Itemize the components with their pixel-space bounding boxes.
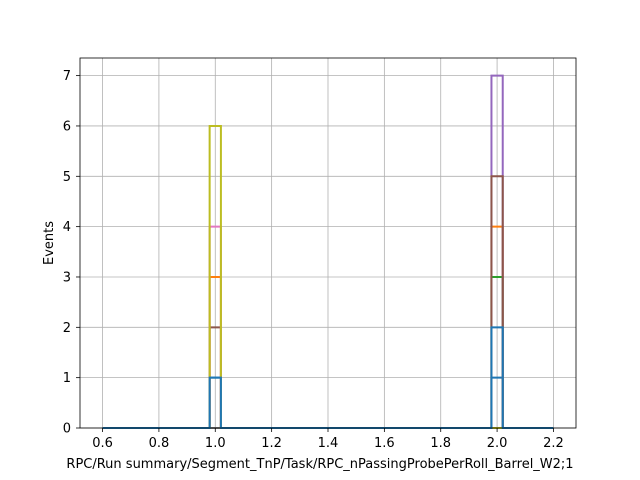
y-tick-label: 3 — [63, 270, 71, 285]
y-tick-label: 1 — [63, 371, 71, 386]
axis-ticks: 0.6 0.8 1.0 1.2 1.4 1.6 1.8 2.0 2.2 0 1 2 3 4 5 6 7 — [63, 69, 564, 451]
x-tick-label: 1.0 — [205, 436, 226, 451]
x-tick-label: 1.2 — [261, 436, 282, 451]
y-tick-label: 7 — [63, 69, 71, 84]
x-tick-label: 1.4 — [318, 436, 339, 451]
x-tick-label: 1.8 — [430, 436, 451, 451]
y-tick-label: 6 — [63, 119, 71, 134]
y-axis-label: Events — [42, 221, 57, 265]
y-tick-label: 0 — [63, 422, 71, 437]
y-tick-label: 2 — [63, 321, 71, 336]
x-tick-label: 1.6 — [374, 436, 395, 451]
x-tick-label: 2.2 — [543, 436, 564, 451]
x-tick-label: 0.6 — [92, 436, 113, 451]
y-tick-label: 5 — [63, 170, 71, 185]
x-axis-label: RPC/Run summary/Segment_TnP/Task/RPC_nPa… — [66, 457, 573, 472]
x-tick-label: 0.8 — [149, 436, 170, 451]
y-tick-label: 4 — [63, 220, 71, 235]
x-tick-label: 2.0 — [487, 436, 508, 451]
